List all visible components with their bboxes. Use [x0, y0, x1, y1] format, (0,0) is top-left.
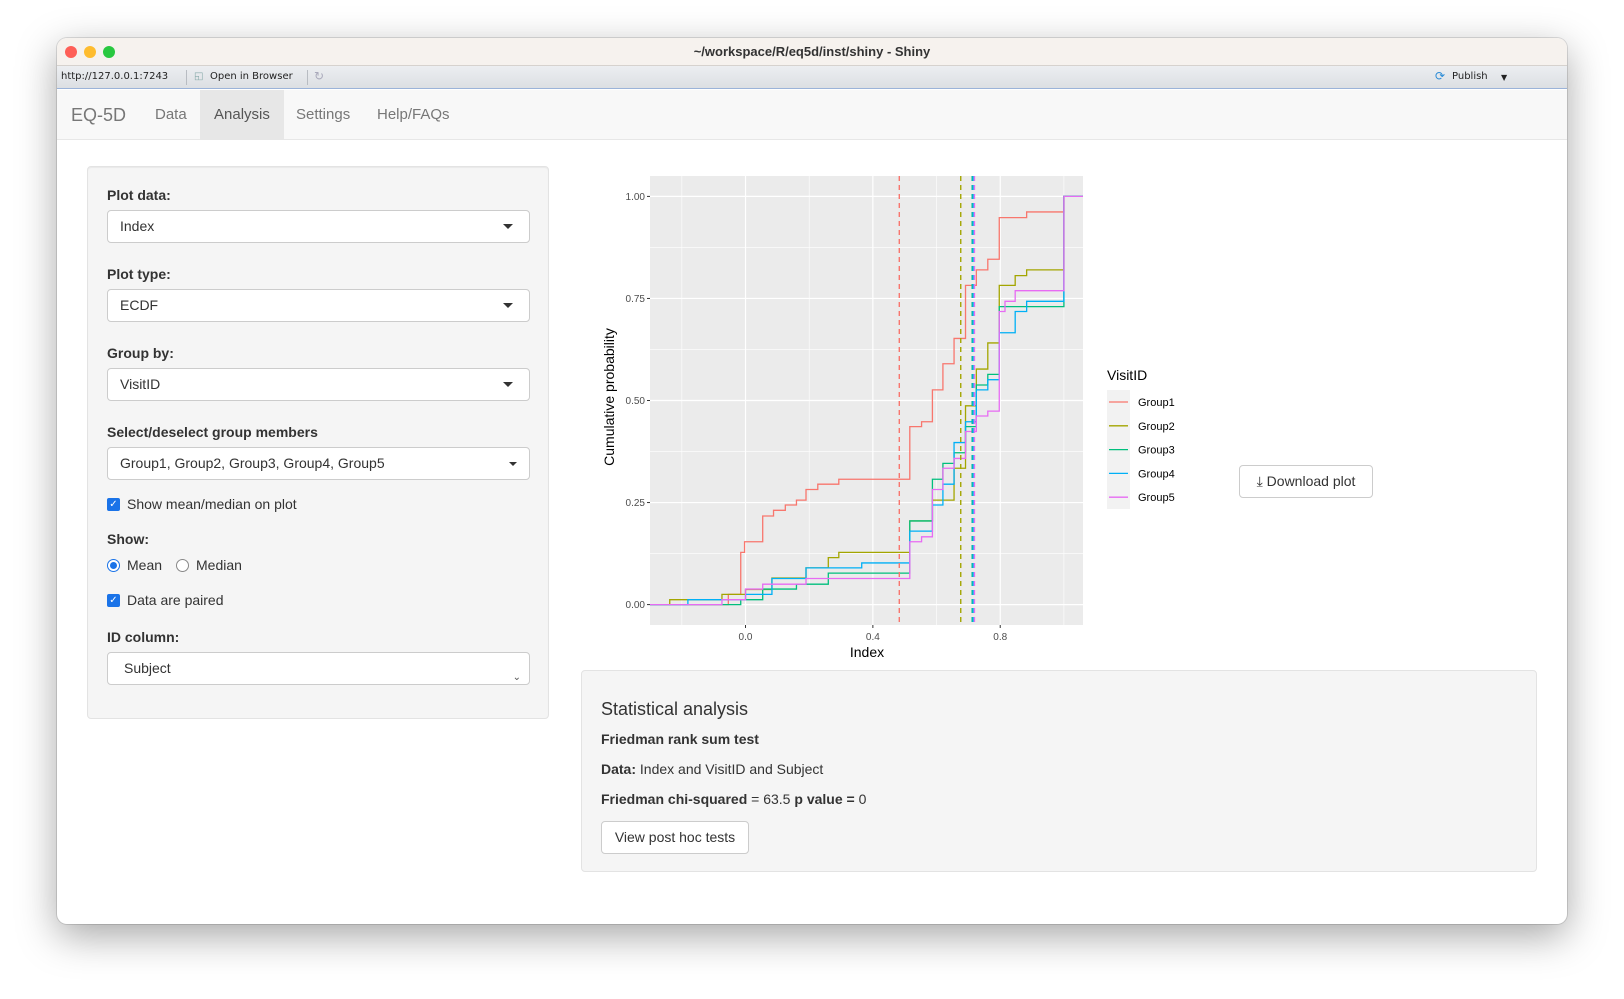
publish-button[interactable]: Publish: [1452, 71, 1488, 82]
show-mean-median-label: Show mean/median on plot: [127, 496, 297, 512]
ecdf-line-group1: [650, 195, 1083, 606]
statistic-value: = 63.5: [751, 791, 791, 807]
group-members-value: Group1, Group2, Group3, Group4, Group5: [120, 455, 385, 471]
viewer-toolbar: http://127.0.0.1:7243 ◱ Open in Browser …: [57, 66, 1567, 89]
close-window-button[interactable]: [65, 46, 77, 58]
tab-data[interactable]: Data: [155, 106, 187, 123]
legend-label-group3: Group3: [1138, 445, 1175, 457]
download-plot-button[interactable]: ⤓ Download plot: [1239, 465, 1373, 498]
tab-settings[interactable]: Settings: [296, 106, 351, 123]
sidebar-panel: Plot data: Index Plot type: ECDF Group b…: [87, 166, 549, 719]
group-by-select[interactable]: VisitID: [107, 368, 530, 401]
p-value: 0: [858, 791, 867, 807]
app-brand: EQ-5D: [71, 105, 127, 125]
statistic-line: Friedman chi-squared = 63.5 p value = 0: [601, 791, 866, 807]
plot-data-select[interactable]: Index: [107, 210, 530, 243]
caret-down-icon: [509, 462, 517, 466]
legend-label-group4: Group4: [1138, 468, 1175, 480]
ecdf-chart: 0.0 0.4 0.8 0.00 0.25 0.50 0.75 1.00 Cumulative…: [601, 176, 1175, 660]
refresh-icon[interactable]: ↻: [314, 69, 325, 83]
y-tick-label: 0.25: [626, 498, 646, 509]
download-plot-label: Download plot: [1266, 473, 1356, 489]
window-title: ~/workspace/R/eq5d/inst/shiny - Shiny: [693, 44, 931, 59]
publish-icon: ⟳: [1435, 69, 1446, 83]
caret-down-icon: [503, 382, 513, 387]
legend-label-group5: Group5: [1138, 492, 1175, 504]
plot-data-value: Index: [120, 218, 155, 234]
paired-checkbox[interactable]: ✓: [107, 594, 120, 607]
median-radio[interactable]: [176, 559, 189, 572]
id-column-value: Subject: [124, 660, 171, 676]
divider: [186, 70, 187, 85]
caret-down-icon: [503, 303, 513, 308]
statistical-analysis-panel: Statistical analysis Friedman rank sum t…: [581, 670, 1537, 872]
group-by-label: Group by:: [107, 345, 174, 361]
show-mean-median-checkbox[interactable]: ✓: [107, 498, 120, 511]
plot-type-value: ECDF: [120, 297, 159, 313]
ecdf-line-group5: [650, 195, 1083, 606]
publish-chevron-icon[interactable]: ▼: [1501, 73, 1508, 82]
legend-label-group1: Group1: [1138, 397, 1175, 409]
id-column-select[interactable]: Subject ⌄: [107, 652, 530, 685]
open-in-browser-button[interactable]: Open in Browser: [210, 71, 293, 82]
legend-title: VisitID: [1107, 367, 1147, 383]
statistic-label: Friedman chi-squared: [601, 791, 748, 807]
data-label: Data:: [601, 761, 637, 777]
caret-down-icon: [503, 224, 513, 229]
divider: [307, 70, 308, 85]
legend-label-group2: Group2: [1138, 421, 1175, 433]
plot-type-label: Plot type:: [107, 266, 171, 282]
stats-title: Statistical analysis: [601, 699, 749, 719]
y-tick-label: 0.00: [626, 600, 646, 611]
median-radio-label: Median: [196, 557, 242, 573]
plot-data-label: Plot data:: [107, 187, 171, 203]
data-line: Data: Index and VisitID and Subject: [601, 761, 823, 777]
mean-radio[interactable]: [107, 559, 120, 572]
y-tick-label: 1.00: [626, 192, 646, 203]
maximize-window-button[interactable]: [103, 46, 115, 58]
plot-type-select[interactable]: ECDF: [107, 289, 530, 322]
group-members-label: Select/deselect group members: [107, 424, 318, 440]
x-tick-label: 0.8: [993, 632, 1007, 643]
tab-help-faqs[interactable]: Help/FAQs: [377, 106, 450, 123]
data-value: Index and VisitID and Subject: [639, 761, 824, 777]
open-browser-icon: ◱: [194, 71, 204, 82]
app-window: ~/workspace/R/eq5d/inst/shiny - Shiny ht…: [57, 38, 1567, 924]
title-bar: ~/workspace/R/eq5d/inst/shiny - Shiny: [57, 38, 1567, 66]
mean-radio-label: Mean: [127, 557, 163, 573]
navbar: EQ-5D Data Analysis Settings Help/FAQs: [57, 90, 1567, 140]
y-axis-label: Cumulative probability: [601, 328, 617, 466]
x-axis-label: Index: [850, 644, 884, 660]
chevron-down-icon: ⌄: [512, 672, 521, 683]
y-tick-label: 0.50: [626, 396, 646, 407]
y-tick-label: 0.75: [626, 294, 646, 305]
x-tick-label: 0.4: [866, 632, 880, 643]
p-value-label: p value =: [794, 791, 855, 807]
group-members-select[interactable]: Group1, Group2, Group3, Group4, Group5: [107, 447, 530, 480]
download-icon: ⤓: [1256, 473, 1263, 489]
url-label: http://127.0.0.1:7243: [61, 71, 169, 82]
ecdf-line-group4: [650, 195, 1083, 606]
show-label: Show:: [107, 531, 149, 547]
paired-label: Data are paired: [127, 592, 224, 608]
test-name: Friedman rank sum test: [601, 731, 759, 747]
id-column-label: ID column:: [107, 629, 180, 645]
view-post-hoc-button[interactable]: View post hoc tests: [601, 821, 749, 854]
tab-analysis[interactable]: Analysis: [200, 90, 284, 140]
x-tick-label: 0.0: [739, 632, 753, 643]
minimize-window-button[interactable]: [84, 46, 96, 58]
group-by-value: VisitID: [120, 376, 161, 392]
